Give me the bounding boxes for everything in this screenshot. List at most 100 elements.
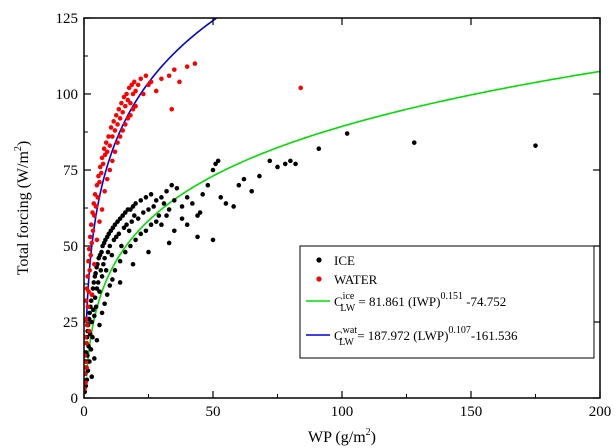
ice-point xyxy=(223,201,229,206)
ice-point xyxy=(153,198,159,203)
legend-box xyxy=(299,245,595,359)
y-axis-label: Total forcing (W/m2) xyxy=(13,141,32,276)
water-point xyxy=(102,188,107,194)
ice-point xyxy=(110,277,115,282)
water-point xyxy=(148,79,154,85)
ice-point xyxy=(190,201,195,206)
water-point xyxy=(112,128,118,133)
ice-point xyxy=(122,249,128,255)
ice-point xyxy=(156,213,162,218)
water-point xyxy=(132,79,137,85)
water-point xyxy=(107,143,113,148)
water-point xyxy=(103,140,109,145)
ice-point xyxy=(195,234,200,240)
x-tick-label: 0 xyxy=(80,404,88,420)
ice-point xyxy=(275,164,280,170)
x-axis-ticks: 0 50 100 150 200 xyxy=(80,18,611,420)
x-tick-label: 200 xyxy=(589,404,612,420)
ice-point xyxy=(257,173,262,179)
water-point xyxy=(172,67,177,72)
ice-point xyxy=(241,176,247,182)
ice-point xyxy=(107,283,113,288)
ice-point xyxy=(153,219,159,224)
x-tick-label: 150 xyxy=(460,404,483,420)
ice-point xyxy=(143,195,149,200)
y-tick-label: 25 xyxy=(63,315,78,331)
ice-point xyxy=(124,222,129,228)
ice-point xyxy=(120,213,125,218)
ice-point xyxy=(159,222,164,228)
water-point xyxy=(125,97,131,103)
x-axis-label: WP (g/m2) xyxy=(308,427,376,446)
ice-point xyxy=(172,228,177,234)
ice-point xyxy=(135,216,141,221)
y-tick-label: 75 xyxy=(63,163,78,179)
ice-point xyxy=(88,298,94,304)
ice-point xyxy=(101,261,106,267)
ice-point xyxy=(200,192,205,197)
ice-point xyxy=(97,322,102,328)
ice-point xyxy=(130,204,136,209)
water-point xyxy=(93,204,99,209)
water-point xyxy=(84,322,90,328)
water-point xyxy=(84,316,89,322)
ice-point xyxy=(112,268,118,273)
ice-point xyxy=(138,231,144,237)
legend-label-water: WATER xyxy=(334,272,378,287)
y-tick-label: 0 xyxy=(71,391,79,407)
ice-point xyxy=(113,234,119,240)
ice-point xyxy=(90,286,96,291)
water-point xyxy=(135,82,141,88)
ice-point xyxy=(92,356,97,361)
water-point xyxy=(85,274,90,279)
water-point xyxy=(113,112,119,118)
water-point xyxy=(87,268,92,273)
ice-point xyxy=(197,210,203,215)
water-point xyxy=(92,192,98,197)
water-point xyxy=(84,334,88,340)
ice-point xyxy=(99,249,104,255)
ice-point xyxy=(179,216,185,221)
ice-point xyxy=(210,167,216,173)
y-tick-label: 125 xyxy=(56,11,79,27)
ice-point xyxy=(159,195,164,200)
water-point xyxy=(85,304,91,310)
water-point xyxy=(108,125,114,130)
water-point xyxy=(104,176,110,182)
ice-point xyxy=(102,255,107,261)
ice-point xyxy=(93,304,99,310)
ice-point xyxy=(121,225,127,231)
ice-point xyxy=(249,188,254,194)
ice-point xyxy=(102,301,107,307)
ice-point xyxy=(89,374,95,380)
ice-point xyxy=(94,337,100,343)
water-point xyxy=(124,91,129,97)
ice-point xyxy=(92,295,98,300)
water-point xyxy=(92,261,97,267)
ice-point xyxy=(126,228,132,234)
legend: ICE WATER Cice LW = 81.861 (IWP)0.151 -74… xyxy=(299,245,595,359)
water-point xyxy=(97,179,102,185)
ice-point xyxy=(166,207,172,212)
ice-point xyxy=(164,213,169,218)
water-point xyxy=(115,140,120,145)
water-point xyxy=(86,328,92,334)
ice-point xyxy=(151,204,156,209)
water-point xyxy=(94,237,100,243)
water-point xyxy=(119,100,124,106)
water-point xyxy=(115,122,120,127)
ice-point xyxy=(166,240,172,246)
water-point xyxy=(110,134,115,139)
ice-point xyxy=(210,237,216,243)
ice-point xyxy=(148,192,154,197)
water-point xyxy=(117,134,123,139)
ice-point xyxy=(293,161,298,167)
ice-point xyxy=(215,158,221,164)
water-point xyxy=(84,298,89,304)
water-point xyxy=(146,82,151,88)
ice-point xyxy=(411,140,417,145)
ice-point xyxy=(115,219,120,224)
ice-point xyxy=(164,188,169,194)
water-point xyxy=(133,103,138,109)
ice-point xyxy=(218,195,224,200)
